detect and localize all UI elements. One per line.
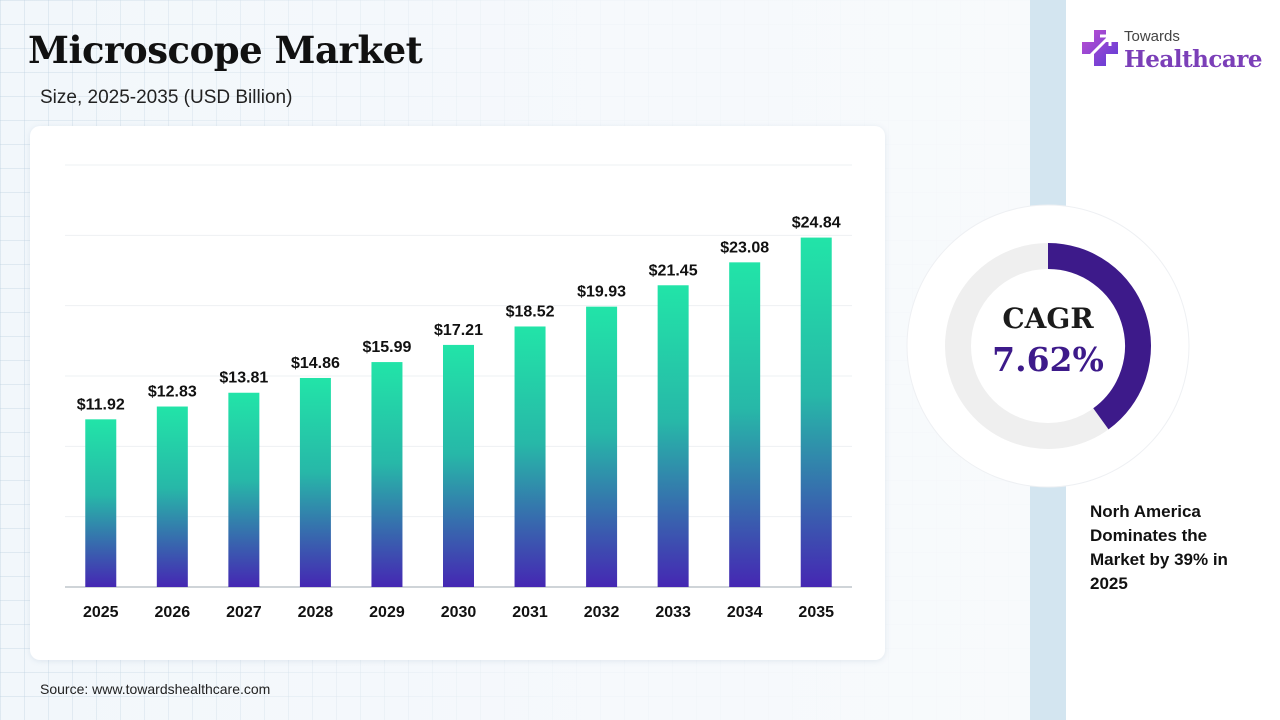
x-tick-2030: 2030 bbox=[441, 604, 477, 621]
bar-2029 bbox=[371, 362, 403, 587]
cagr-value: 7.62% bbox=[992, 340, 1104, 379]
x-tick-2035: 2035 bbox=[798, 604, 834, 621]
x-tick-2027: 2027 bbox=[226, 604, 262, 621]
ring-progress bbox=[1047, 243, 1151, 430]
region-note: Norh America Dominates the Market by 39%… bbox=[1090, 502, 1228, 593]
bar-2033 bbox=[657, 285, 689, 587]
bar-2028 bbox=[299, 377, 331, 587]
x-tick-labels: 2025 2026 2027 2028 2029 2030 2031 2032 2033 2034… bbox=[83, 604, 834, 621]
brand-logo[interactable]: Towards Healthcare bbox=[1080, 26, 1270, 76]
page-title: Microscope Market bbox=[28, 28, 423, 72]
x-tick-2034: 2034 bbox=[727, 604, 763, 621]
x-tick-2032: 2032 bbox=[584, 604, 620, 621]
bar-2026 bbox=[156, 406, 188, 587]
value-label-2032: $19.93 bbox=[577, 284, 626, 301]
bar-2027 bbox=[228, 392, 260, 587]
bar-chart: $11.92 $12.83 $13.81 $14.86 $15.99 $17.21 $18.… bbox=[65, 164, 852, 621]
value-labels: $11.92 $12.83 $13.81 $14.86 $15.99 $17.21 $18.… bbox=[77, 215, 841, 414]
brand-name-top: Towards bbox=[1124, 28, 1180, 45]
x-tick-2033: 2033 bbox=[655, 604, 691, 621]
x-tick-2026: 2026 bbox=[155, 604, 191, 621]
value-label-2030: $17.21 bbox=[434, 322, 483, 339]
source-note: Source: www.towardshealthcare.com bbox=[40, 681, 271, 697]
value-label-2034: $23.08 bbox=[720, 239, 769, 256]
value-label-2028: $14.86 bbox=[291, 355, 340, 372]
bar-2034 bbox=[729, 262, 761, 587]
x-tick-2028: 2028 bbox=[298, 604, 334, 621]
x-tick-2029: 2029 bbox=[369, 604, 405, 621]
cagr-donut: CAGR 7.62% bbox=[906, 204, 1190, 488]
bar-2031 bbox=[514, 326, 546, 587]
chart-card: $11.92 $12.83 $13.81 $14.86 $15.99 $17.21 $18.… bbox=[30, 126, 885, 660]
bar-2035 bbox=[800, 237, 832, 588]
medical-cross-icon bbox=[1082, 30, 1118, 66]
value-label-2027: $13.81 bbox=[219, 370, 268, 387]
cagr-label: CAGR bbox=[1002, 302, 1094, 335]
brand-name-bottom: Healthcare bbox=[1124, 46, 1263, 73]
value-label-2026: $12.83 bbox=[148, 384, 197, 401]
value-label-2025: $11.92 bbox=[77, 396, 125, 413]
bar-2032 bbox=[586, 306, 618, 587]
bars bbox=[85, 237, 832, 588]
x-tick-2031: 2031 bbox=[512, 604, 548, 621]
value-label-2029: $15.99 bbox=[362, 339, 411, 356]
bar-2025 bbox=[85, 419, 117, 587]
value-label-2033: $21.45 bbox=[649, 262, 698, 279]
value-label-2035: $24.84 bbox=[792, 215, 841, 232]
page-subtitle: Size, 2025-2035 (USD Billion) bbox=[40, 87, 293, 108]
x-tick-2025: 2025 bbox=[83, 604, 119, 621]
value-label-2031: $18.52 bbox=[506, 303, 555, 320]
bar-2030 bbox=[443, 344, 474, 587]
